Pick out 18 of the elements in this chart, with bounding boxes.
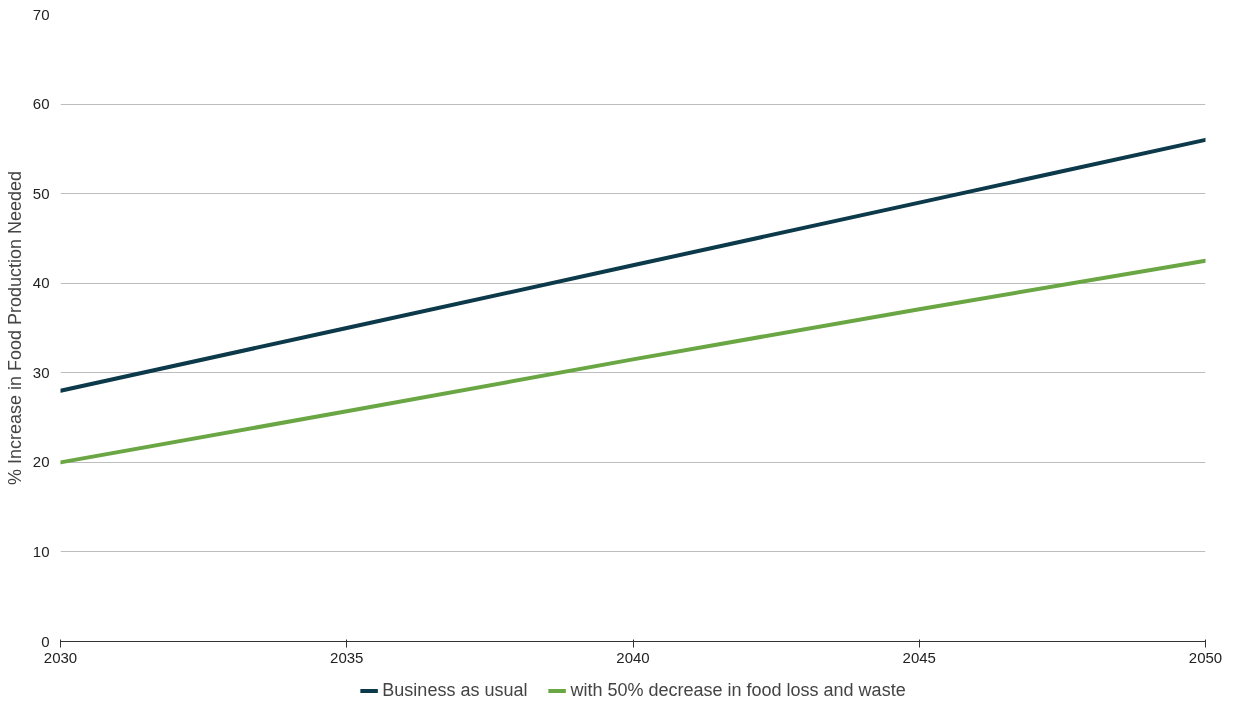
y-tick-label: 50 [32, 184, 50, 202]
y-tick-label: 60 [32, 95, 50, 113]
y-axis-title: % Increase in Food Production Needed [4, 170, 25, 486]
line-series [60, 258, 1206, 465]
x-tick-label: 2050 [1188, 648, 1223, 666]
y-tick-label: 70 [32, 5, 50, 23]
legend-label: with 50% decrease in food loss and waste [570, 679, 906, 701]
x-tick-label: 2040 [616, 648, 650, 666]
line-series [60, 137, 1206, 393]
legend-label: Business as usual [382, 679, 528, 701]
x-tick-label: 2045 [902, 648, 936, 666]
y-tick-label: 30 [32, 363, 50, 381]
x-tick-label: 2030 [43, 648, 78, 666]
y-tick-label: 10 [32, 542, 50, 560]
y-tick-label: 0 [41, 632, 50, 650]
x-tick-label: 2035 [330, 648, 364, 666]
y-tick-label: 40 [32, 274, 50, 292]
y-tick-label: 20 [32, 453, 50, 471]
